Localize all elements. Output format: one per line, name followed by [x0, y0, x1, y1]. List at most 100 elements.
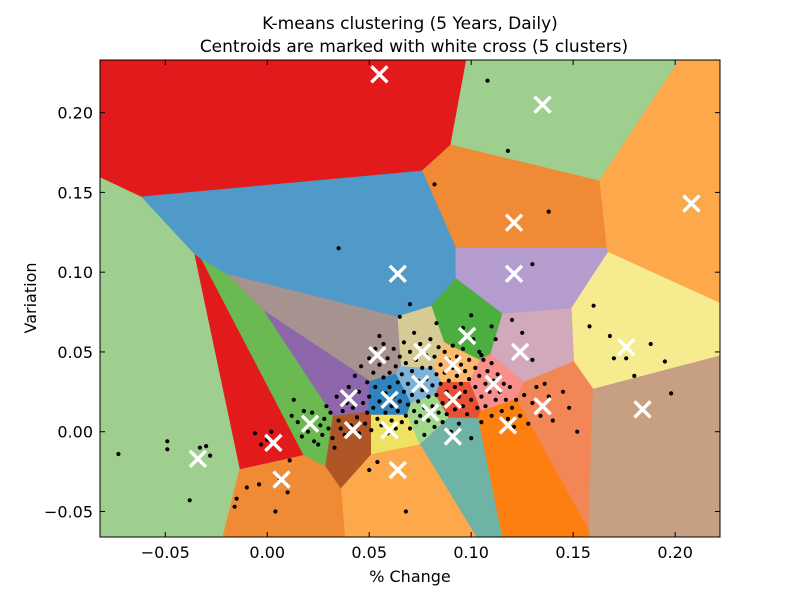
data-point [346, 384, 351, 390]
y-tick-label: 0.00 [57, 423, 93, 442]
centroid-marker [380, 420, 399, 440]
data-point [624, 356, 629, 361]
data-point [467, 357, 472, 362]
data-point [505, 148, 510, 153]
data-point [305, 429, 311, 434]
data-point [473, 365, 478, 370]
data-point [401, 340, 406, 345]
data-point [320, 432, 325, 437]
data-point [165, 447, 170, 452]
centroid-marker [443, 355, 463, 374]
data-point [377, 333, 382, 339]
data-point [377, 362, 382, 367]
data-point [332, 445, 337, 450]
data-point [518, 413, 523, 418]
data-point [407, 349, 413, 354]
data-point [291, 397, 296, 402]
data-point [359, 364, 364, 369]
data-point [324, 404, 329, 409]
data-point [426, 418, 431, 423]
data-point [165, 439, 170, 444]
data-point [295, 420, 300, 425]
data-point [560, 389, 566, 394]
data-point [467, 377, 472, 382]
data-point [426, 394, 431, 399]
data-point [648, 341, 653, 347]
data-point [434, 392, 439, 398]
data-point [611, 356, 617, 361]
data-point [436, 410, 441, 415]
data-point [328, 410, 333, 415]
data-point [375, 459, 380, 465]
data-point [434, 372, 439, 377]
centroid-marker [504, 213, 524, 232]
data-point [407, 302, 413, 307]
data-point [438, 362, 443, 367]
data-point [412, 330, 417, 335]
centroid-marker [633, 400, 652, 419]
data-point [387, 370, 392, 375]
data-point [526, 421, 531, 426]
centroid-marker [343, 420, 363, 440]
data-point [530, 357, 535, 362]
data-point [452, 407, 457, 412]
data-point [234, 496, 239, 501]
data-point [369, 428, 374, 433]
chart-subtitle: Centroids are marked with white cross (5… [200, 37, 628, 57]
data-point [489, 413, 494, 418]
data-point [397, 354, 402, 359]
data-point [475, 405, 480, 410]
centroid-marker [498, 416, 518, 435]
data-point [509, 317, 515, 323]
data-point [232, 504, 237, 509]
data-point [522, 392, 527, 398]
y-axis-label: Variation [21, 263, 40, 334]
chart-title: K-means clustering (5 Years, Daily) [262, 14, 558, 34]
data-point [436, 345, 441, 350]
data-point [432, 354, 437, 359]
data-point [546, 209, 551, 214]
data-point [567, 405, 572, 410]
cluster-region [419, 417, 503, 537]
data-point [365, 380, 370, 385]
data-point [334, 394, 339, 399]
centroid-marker [421, 403, 440, 422]
data-point [477, 373, 482, 378]
cluster-region [222, 455, 346, 537]
centroid-marker [443, 390, 463, 410]
data-point [542, 381, 547, 386]
data-point [350, 405, 355, 410]
data-point [505, 416, 510, 421]
x-axis: −0.05 0.00 0.05 0.10 0.15 0.20 [141, 60, 693, 562]
data-point [481, 357, 486, 362]
centroid-marker [457, 326, 477, 346]
data-point [509, 405, 515, 410]
data-point [465, 412, 470, 417]
data-point [632, 373, 637, 378]
data-point [299, 434, 304, 439]
data-point [363, 421, 368, 426]
data-point [503, 397, 508, 402]
centroid-marker [533, 396, 552, 416]
data-point [418, 413, 423, 418]
centroid-marker [339, 389, 359, 408]
data-point [356, 389, 362, 394]
data-point [507, 384, 512, 390]
data-point [428, 337, 433, 342]
centroid-marker [388, 460, 407, 480]
centroid-marker [368, 345, 387, 365]
x-tick-label: 0.15 [555, 543, 591, 562]
data-point [446, 378, 451, 383]
data-point [405, 402, 411, 407]
cluster-region [340, 444, 477, 537]
data-point [385, 356, 390, 361]
data-point [252, 431, 258, 436]
data-point [444, 412, 449, 417]
data-point [452, 384, 457, 390]
data-point [318, 423, 323, 428]
data-point [395, 380, 400, 385]
data-point [456, 421, 461, 426]
data-point [330, 436, 335, 441]
data-point [289, 413, 294, 418]
data-point [361, 400, 366, 406]
